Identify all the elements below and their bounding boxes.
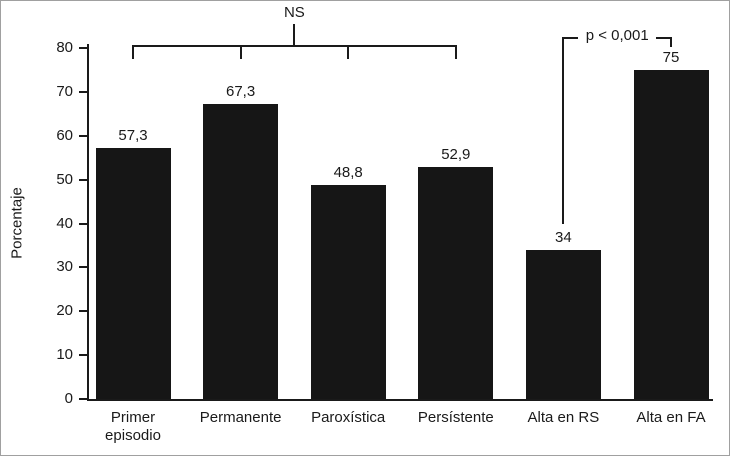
y-axis-tick [79, 310, 87, 313]
y-axis-tick-label: 50 [56, 170, 73, 188]
y-axis-tick-label: 20 [56, 302, 73, 320]
bar-value-label: 75 [662, 48, 680, 66]
p-bracket-right-tick [670, 37, 672, 47]
ns-bracket-tick [347, 45, 350, 59]
x-axis [87, 399, 713, 401]
x-axis-category-label: Permanente [199, 409, 282, 426]
y-axis-tick [79, 398, 87, 400]
x-axis-category-label: Alta en FA [636, 409, 706, 426]
y-axis-tick-label: 10 [56, 346, 73, 364]
y-axis-tick-label: 70 [56, 82, 73, 100]
y-axis-tick [79, 266, 87, 269]
bar-value-label: 67,3 [225, 82, 256, 100]
y-axis-tick [79, 178, 87, 181]
bar [418, 166, 494, 399]
y-axis-tick-label: 80 [56, 39, 73, 56]
ns-annotation-label: NS [283, 4, 305, 21]
y-axis-tick-label: 40 [56, 214, 73, 232]
bar-value-label: 48,8 [333, 163, 363, 181]
y-axis-tick [79, 354, 87, 357]
bar-value-label: 34 [555, 228, 572, 246]
bar-value-label: 57,3 [118, 126, 148, 144]
ns-bracket-tick [454, 45, 457, 59]
y-axis [87, 44, 89, 401]
bar [633, 69, 709, 399]
y-axis-tick [79, 47, 87, 49]
bar-value-label: 52,9 [441, 145, 471, 163]
y-axis-tick [79, 134, 87, 137]
ns-bracket-tick [239, 45, 242, 59]
x-axis-category-label: Primer episodio [105, 409, 161, 444]
x-axis-category-label: Persístente [417, 409, 494, 426]
p-bracket-left-line [562, 37, 565, 224]
bar [95, 147, 171, 399]
y-axis-tick-label: 30 [56, 258, 73, 276]
bar [310, 184, 386, 399]
y-axis-tick [79, 222, 87, 225]
y-axis-tick [79, 90, 87, 93]
bar [203, 103, 279, 399]
ns-bracket-tick [132, 45, 134, 59]
bar [525, 249, 601, 399]
p-value-label: p < 0,001 [578, 27, 657, 45]
ns-connector-line [293, 24, 296, 45]
x-axis-category-label: Paroxística [311, 409, 386, 426]
x-axis-category-label: Alta en RS [527, 409, 600, 426]
y-axis-tick-label: 60 [56, 126, 73, 144]
ns-bracket-line [133, 45, 456, 47]
y-axis-tick-label: 0 [64, 390, 73, 407]
